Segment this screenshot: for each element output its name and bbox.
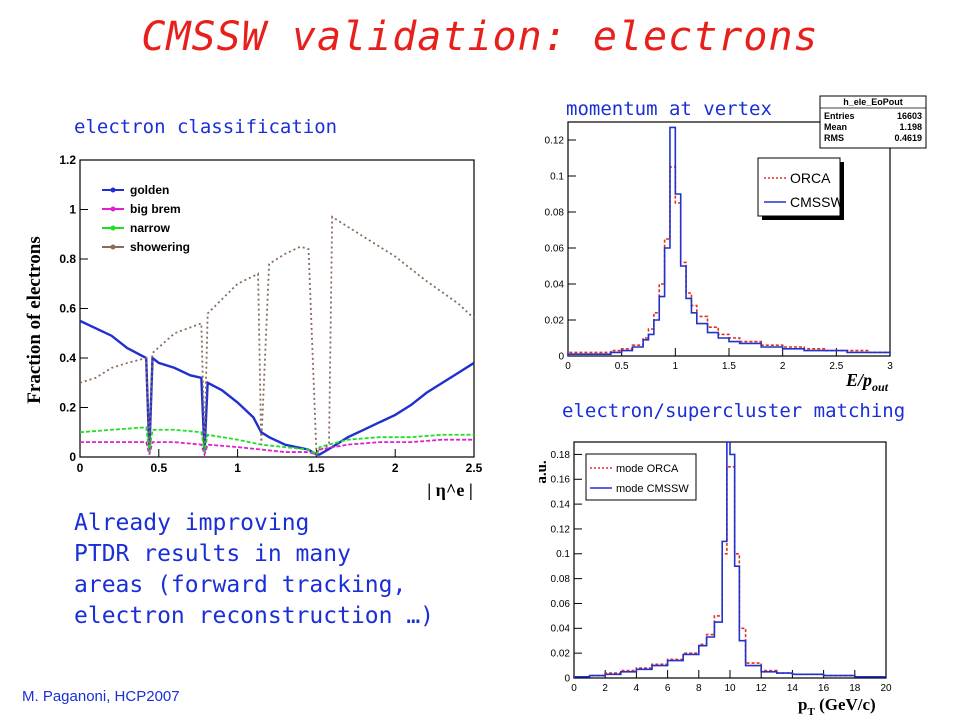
y-tick-label: 0.02 — [551, 648, 571, 659]
y-tick-label: 0.6 — [59, 302, 76, 316]
x-axis-label: pT (GeV/c) — [798, 695, 876, 718]
y-tick-label: 0 — [558, 351, 564, 362]
y-tick-label: 0.1 — [556, 549, 570, 560]
y-tick-label: 0 — [69, 450, 76, 464]
y-axis-label: a.u. — [534, 460, 550, 484]
series-line-narrow — [79, 426, 474, 456]
y-tick-label: 0.16 — [551, 475, 571, 486]
x-tick-label: 1 — [673, 361, 679, 372]
y-tick-label: 0.08 — [551, 574, 571, 585]
stat-entries: 16603 — [897, 111, 922, 121]
summary-line: electron reconstruction …) — [74, 603, 435, 629]
y-tick-label: 0.4 — [59, 351, 76, 365]
legend-label: golden — [130, 183, 169, 197]
y-tick-label: 0.06 — [545, 243, 565, 254]
caption-momentum: momentum at vertex — [566, 98, 772, 120]
x-tick-label: 12 — [756, 683, 768, 694]
y-tick-label: 0.18 — [551, 450, 571, 461]
legend-marker — [110, 225, 116, 231]
y-tick-label: 0.12 — [551, 524, 571, 535]
legend-mode-orca: mode ORCA — [616, 463, 679, 475]
series-line-golden — [79, 319, 475, 456]
page-title: CMSSW validation: electrons — [141, 14, 819, 60]
stat-box: h_ele_EoPout Entries 16603 Mean 1.198 RM… — [819, 95, 927, 149]
y-axis-label: Fraction of electrons — [24, 236, 45, 403]
x-tick-label: 16 — [818, 683, 830, 694]
x-tick-label: 2.5 — [466, 461, 483, 475]
y-tick-label: 0.14 — [551, 499, 571, 510]
x-tick-label: 1 — [234, 461, 241, 475]
summary-text: Already improving PTDR results in many a… — [74, 508, 434, 632]
y-tick-label: 0.02 — [545, 315, 565, 326]
x-tick-label: 0.5 — [150, 461, 167, 475]
summary-line: areas (forward tracking, — [74, 572, 407, 598]
y-tick-label: 0.04 — [545, 279, 565, 290]
x-axis-label: | η^e | — [427, 480, 473, 500]
stat-rms: 0.4619 — [894, 133, 922, 143]
legend-label: big brem — [130, 202, 181, 216]
classification-chart: 0 0.5 1 1.5 2 2.5 0 0.2 0.4 0.6 0.8 1 1.2 Fraction o… — [24, 153, 483, 500]
legend-mode-cmssw: mode CMSSW — [616, 483, 689, 495]
x-tick-label: 4 — [634, 683, 640, 694]
series-line-showering — [79, 215, 475, 454]
series-line-big-brem — [80, 438, 474, 458]
legend-orca: ORCA — [790, 170, 831, 186]
legend: ORCA CMSSW — [757, 157, 844, 220]
legend-marker — [110, 187, 116, 193]
footer-credit: M. Paganoni, HCP2007 — [22, 688, 180, 705]
summary-line: Already improving — [74, 510, 310, 536]
x-tick-label: 6 — [665, 683, 671, 694]
x-tick-label: 14 — [787, 683, 799, 694]
x-axis-label: E/pout — [845, 370, 889, 394]
caption-classification: electron classification — [74, 116, 338, 138]
legend-label: narrow — [130, 221, 171, 235]
x-tick-label: 0 — [565, 361, 571, 372]
summary-line: PTDR results in many — [74, 541, 351, 567]
y-tick-label: 0.12 — [545, 135, 565, 146]
x-tick-label: 2 — [780, 361, 786, 372]
x-tick-label: 18 — [849, 683, 861, 694]
legend-marker — [110, 244, 116, 250]
x-tick-label: 0.5 — [615, 361, 629, 372]
momentum-chart: 0 0.5 1 1.5 2 2.5 3 0 0.02 0.04 0.06 0.08 0.1 0.12 h_… — [545, 95, 927, 394]
legend-label: showering — [130, 240, 190, 254]
y-tick-label: 0.8 — [59, 252, 76, 266]
legend: golden big brem narrow showering — [95, 171, 215, 259]
stat-label-entries: Entries — [824, 111, 855, 121]
y-tick-label: 0.06 — [551, 599, 571, 610]
x-tick-label: 1.5 — [308, 461, 325, 475]
histogram-cmssw — [567, 126, 891, 356]
stat-box-name: h_ele_EoPout — [843, 97, 903, 107]
x-tick-label: 20 — [880, 683, 892, 694]
y-tick-label: 1.2 — [59, 153, 76, 167]
x-tick-label: 10 — [724, 683, 736, 694]
legend-marker — [110, 206, 116, 212]
stat-label-rms: RMS — [824, 133, 844, 143]
histogram-mode-cmssw — [573, 441, 886, 678]
y-tick-label: 0.2 — [59, 401, 76, 415]
legend: mode ORCA mode CMSSW — [585, 453, 697, 501]
x-tick-label: 1.5 — [722, 361, 736, 372]
matching-chart: 0 2 4 6 8 10 12 14 16 18 20 0 0.02 0.04 0.06 0.08 0.1 0.1… — [534, 441, 892, 718]
x-tick-label: 2 — [392, 461, 399, 475]
plot-frame — [567, 121, 891, 357]
x-tick-label: 0 — [77, 461, 84, 475]
x-tick-label: 0 — [571, 683, 577, 694]
x-tick-label: 2.5 — [829, 361, 843, 372]
legend-cmssw: CMSSW — [790, 194, 844, 210]
x-tick-label: 2 — [602, 683, 608, 694]
stat-mean: 1.198 — [899, 122, 922, 132]
y-tick-label: 0.08 — [545, 207, 565, 218]
y-tick-label: 0.1 — [550, 171, 564, 182]
caption-matching: electron/supercluster matching — [562, 400, 906, 422]
y-tick-label: 1 — [69, 203, 76, 217]
x-tick-label: 3 — [887, 361, 893, 372]
x-tick-label: 8 — [696, 683, 702, 694]
y-tick-label: 0.04 — [551, 624, 571, 635]
stat-label-mean: Mean — [824, 122, 847, 132]
y-tick-label: 0 — [564, 673, 570, 684]
